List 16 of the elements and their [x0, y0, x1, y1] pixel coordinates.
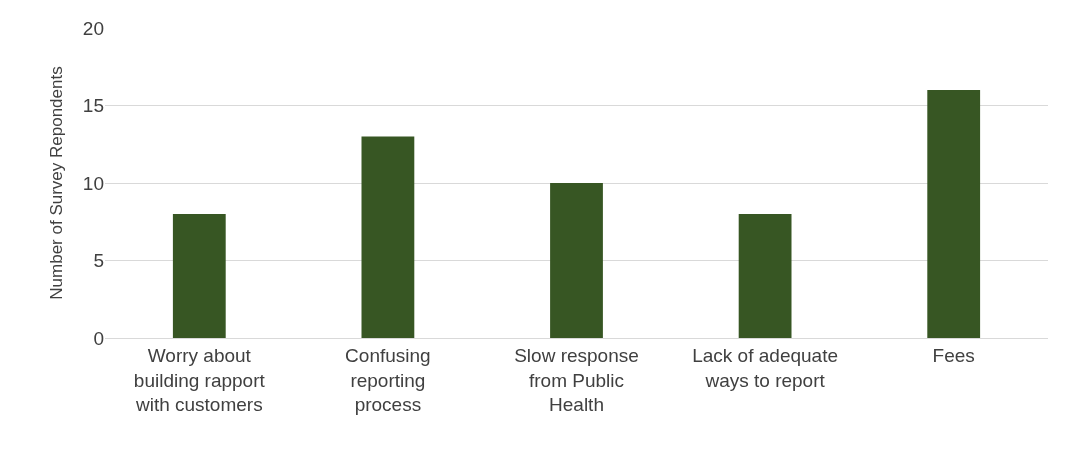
y-tick-label: 5	[93, 250, 104, 272]
y-axis-title: Number of Survey Repondents	[47, 66, 67, 300]
y-tick-label: 20	[82, 17, 104, 39]
x-tick-label: Fees	[932, 344, 975, 366]
y-tick-label: 0	[93, 327, 104, 349]
x-tick-label: Confusing reporting process	[345, 344, 431, 416]
y-tick-label: 10	[82, 172, 104, 194]
x-tick-label: Lack of adequate ways to report	[692, 344, 838, 391]
bar	[550, 183, 603, 338]
y-tick-label: 15	[82, 95, 104, 117]
bar	[361, 136, 415, 338]
x-tick-label: Slow response from Public Health	[514, 344, 639, 416]
bar	[172, 214, 226, 338]
bar	[927, 90, 981, 338]
bar	[738, 214, 792, 338]
x-tick-label: Worry about building rapport with customers	[133, 344, 266, 416]
